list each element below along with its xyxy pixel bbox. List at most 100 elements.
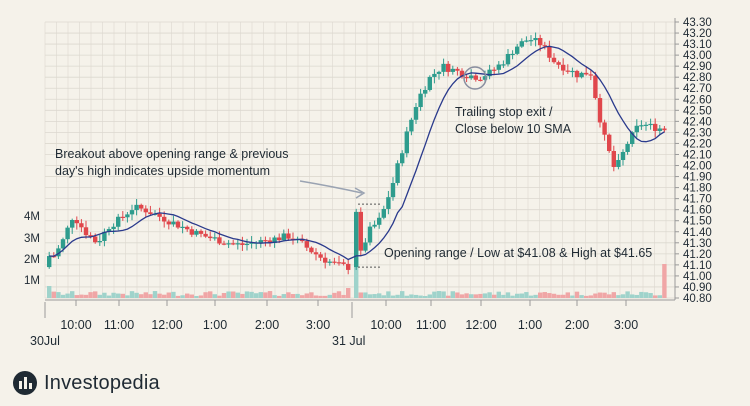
- candle-body: [47, 256, 52, 268]
- volume-bar: [432, 291, 437, 298]
- volume-bar: [318, 295, 323, 298]
- exit-marker-circle: [463, 66, 487, 90]
- volume-bar: [120, 293, 125, 298]
- volume-bar: [510, 295, 515, 298]
- brand-name: Investopedia: [44, 371, 160, 394]
- volume-bar: [528, 295, 534, 298]
- breakout-annotation: Breakout above opening range & previous …: [55, 146, 289, 180]
- volume-bar: [639, 291, 644, 298]
- price-tick-label: 42.80: [683, 72, 712, 84]
- volume-bar: [358, 292, 363, 298]
- time-tick-label: 2:00: [565, 318, 589, 332]
- price-tick-label: 41.80: [683, 183, 712, 195]
- candle-body: [134, 204, 139, 211]
- volume-bar: [198, 295, 204, 298]
- volume-bar: [482, 293, 488, 298]
- time-axis: 10:00 11:00 12:00 1:00 2:00 3:00 10:00 11:00 12:…: [30, 299, 675, 348]
- volume-bar: [409, 294, 414, 298]
- time-tick-label: 10:00: [60, 318, 91, 332]
- sma-line: [49, 45, 665, 261]
- candle-body: [446, 63, 451, 72]
- volume-bar: [574, 291, 580, 298]
- volume-bar: [607, 294, 612, 298]
- time-tick-label: 11:00: [104, 318, 134, 332]
- candle-body: [313, 252, 319, 255]
- volume-axis: 4M 3M 2M 1M: [24, 211, 40, 287]
- volume-bar: [487, 292, 492, 298]
- volume-bar: [367, 294, 373, 298]
- candle-body: [166, 221, 171, 225]
- candle-body: [607, 134, 612, 152]
- candle-body: [83, 227, 89, 236]
- time-tick-label: 2:00: [255, 318, 279, 332]
- price-axis: 43.3043.2043.1043.0042.9042.8042.7042.60…: [674, 17, 712, 305]
- volume-bar: [304, 293, 309, 298]
- price-tick-label: 42.40: [683, 116, 712, 128]
- price-tick-label: 42.10: [683, 149, 712, 161]
- candle-body: [93, 236, 98, 243]
- volume-bar: [643, 292, 649, 298]
- volume-bar: [459, 294, 465, 298]
- candle-body: [639, 125, 644, 127]
- candle-body: [212, 237, 217, 239]
- volume-bar: [634, 294, 639, 298]
- volume-bar: [542, 292, 547, 298]
- candle-body: [620, 151, 626, 161]
- volume-bar: [231, 291, 236, 298]
- candle-body: [565, 70, 570, 72]
- volume-bar: [662, 264, 667, 298]
- volume-bar: [455, 292, 460, 298]
- candle-body: [510, 53, 515, 56]
- volume-bar: [616, 295, 621, 298]
- candle-body: [272, 237, 277, 244]
- candle-body: [482, 76, 488, 80]
- candle-body: [602, 122, 607, 135]
- candle-body: [221, 243, 227, 245]
- candle-body: [346, 263, 351, 270]
- volume-bar: [418, 295, 423, 298]
- candle-body: [277, 237, 282, 241]
- volume-bar: [258, 292, 263, 298]
- trailing-annotation-line-2: Close below 10 SMA: [455, 122, 572, 136]
- candle-body: [611, 151, 616, 167]
- candle-body: [180, 226, 185, 229]
- volume-bar: [217, 295, 222, 298]
- volume-tick-label: 2M: [24, 254, 40, 266]
- volume-bar: [309, 292, 314, 298]
- volume-bar: [295, 293, 300, 298]
- candle-body: [372, 224, 377, 227]
- candle-body: [492, 69, 497, 71]
- candle-body: [60, 239, 66, 249]
- price-tick-label: 40.90: [683, 282, 712, 294]
- candle-body: [436, 71, 442, 74]
- volume-bar: [464, 293, 469, 298]
- time-tick-label: 12:00: [151, 318, 182, 332]
- candle-body: [519, 41, 524, 47]
- candle-body: [409, 119, 414, 132]
- candle-body: [65, 227, 70, 240]
- candle-body: [459, 70, 465, 77]
- candles: [47, 32, 667, 275]
- candle-body: [570, 70, 575, 73]
- price-tick-label: 41.90: [683, 172, 712, 184]
- volume-bar: [332, 292, 337, 298]
- volume-bar: [386, 291, 391, 298]
- volume-bar: [450, 291, 455, 298]
- price-tick-label: 41.10: [683, 260, 712, 272]
- volume-bar: [235, 292, 240, 298]
- volume-bar: [323, 295, 328, 298]
- opening-range-annotation: Opening range / Low at $41.08 & High at …: [384, 246, 653, 260]
- candle-body: [116, 216, 121, 227]
- price-tick-label: 42.30: [683, 127, 712, 139]
- plot-area: [45, 22, 675, 298]
- volume-bar: [240, 293, 245, 298]
- candle-body: [267, 240, 273, 244]
- candle-body: [556, 62, 561, 65]
- price-tick-label: 42.70: [683, 83, 712, 95]
- candle-body: [198, 230, 204, 234]
- volume-bar: [277, 295, 282, 298]
- candle-body: [377, 217, 382, 225]
- time-tick-label: 3:00: [614, 318, 638, 332]
- investopedia-logo: Investopedia: [12, 370, 160, 396]
- volume-bar: [194, 295, 199, 298]
